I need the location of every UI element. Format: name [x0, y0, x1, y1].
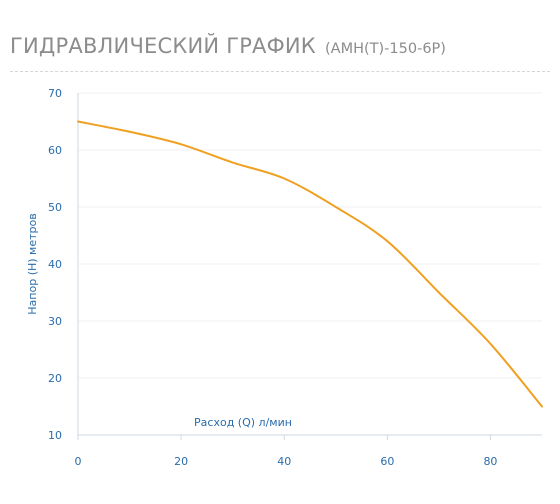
- y-tick-label-10: 10: [48, 429, 62, 442]
- axes: [77, 93, 542, 440]
- title-divider: [10, 71, 550, 72]
- x-tick-label-40: 40: [277, 455, 291, 468]
- x-axis-title: Расход (Q) л/мин: [194, 416, 292, 429]
- model-label: (АМН(Т)-150-6Р): [325, 41, 446, 57]
- y-tick-labels: 10 20 30 40 50 60 70: [48, 87, 62, 442]
- chart-heading: ГИДРАВЛИЧЕСКИЙ ГРАФИК (АМН(Т)-150-6Р): [10, 34, 446, 58]
- x-tick-label-60: 60: [380, 455, 394, 468]
- x-tick-labels: 0 20 40 60 80: [75, 455, 498, 468]
- y-tick-label-30: 30: [48, 315, 62, 328]
- x-tick-label-20: 20: [174, 455, 188, 468]
- series-line-head: [77, 120, 543, 408]
- gridlines: [78, 92, 542, 379]
- y-tick-label-70: 70: [48, 87, 62, 100]
- y-tick-label-50: 50: [48, 201, 62, 214]
- y-tick-label-40: 40: [48, 258, 62, 271]
- y-tick-label-60: 60: [48, 144, 62, 157]
- x-tick-label-0: 0: [75, 455, 82, 468]
- y-tick-label-20: 20: [48, 372, 62, 385]
- y-axis-title: Напор (Н) метров: [26, 213, 39, 314]
- x-tick-label-80: 80: [483, 455, 497, 468]
- page-title: ГИДРАВЛИЧЕСКИЙ ГРАФИК: [10, 34, 316, 58]
